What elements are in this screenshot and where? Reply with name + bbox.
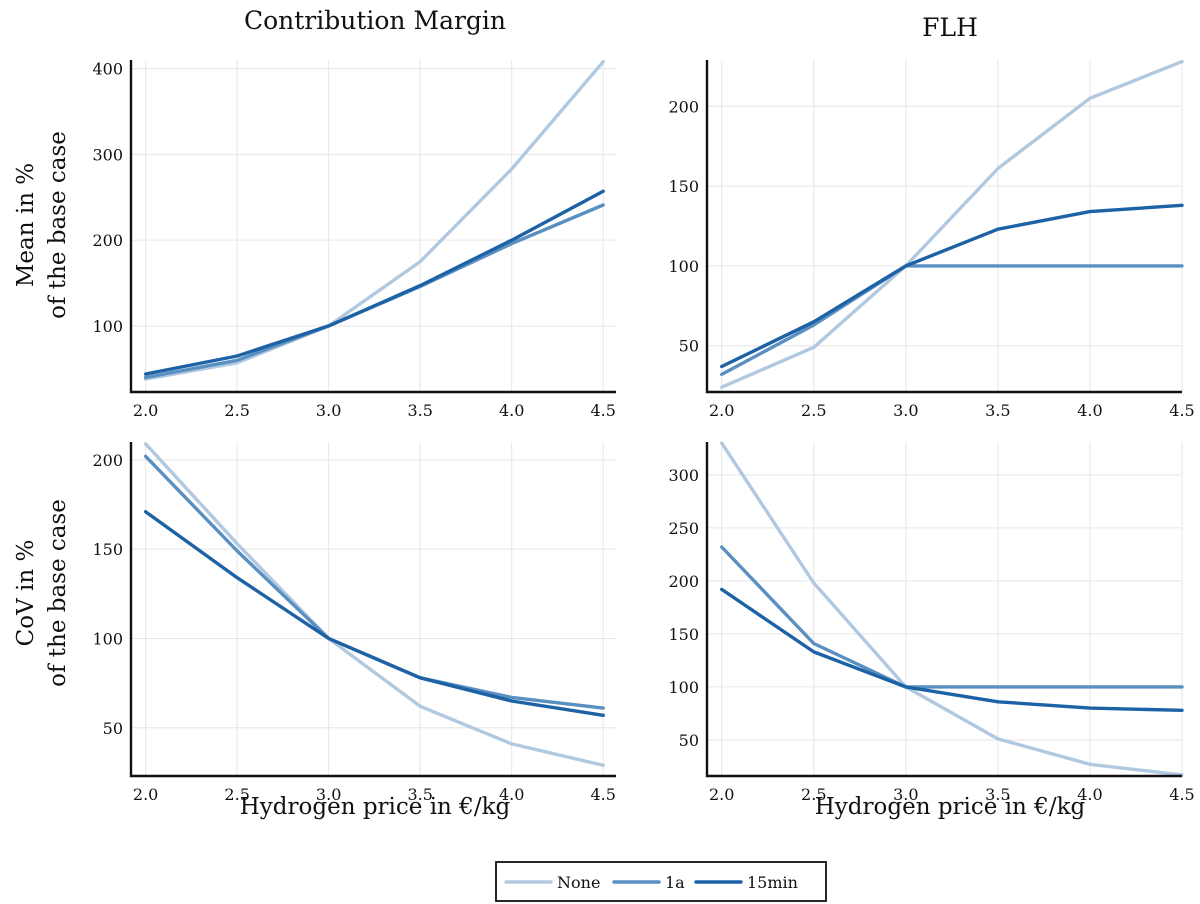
series-line-1a bbox=[720, 264, 1184, 377]
legend-label-none: None bbox=[557, 873, 600, 892]
x-tick-label: 3.0 bbox=[316, 401, 341, 420]
x-tick-label: 3.5 bbox=[407, 401, 432, 420]
y-tick-label: 100 bbox=[92, 317, 123, 336]
y-tick-label: 150 bbox=[668, 177, 699, 196]
y-tick-label: 200 bbox=[668, 97, 699, 116]
x-tick-label: 4.0 bbox=[499, 785, 524, 804]
x-axis-label-right: Hydrogen price in €/kg bbox=[815, 794, 1086, 820]
row-label-cov-line1: CoV in % bbox=[13, 540, 39, 647]
x-tick-label: 4.5 bbox=[590, 401, 615, 420]
y-tick-label: 200 bbox=[92, 451, 123, 470]
panel-mean-contribution-margin: 2.0 2.5 3.0 3.5 4.0 4.5 100 200 300 400 bbox=[92, 60, 616, 420]
column-title-flh: FLH bbox=[922, 13, 978, 42]
x-tick-label: 2.5 bbox=[801, 401, 826, 420]
x-tick-label: 4.5 bbox=[1169, 785, 1194, 804]
x-tick-label: 2.0 bbox=[133, 785, 158, 804]
y-tick-label: 150 bbox=[668, 625, 699, 644]
x-tick-label: 2.0 bbox=[133, 401, 158, 420]
x-tick-label: 2.0 bbox=[709, 785, 734, 804]
series-line-none bbox=[143, 60, 605, 381]
legend: None 1a 15min bbox=[495, 861, 827, 902]
y-tick-label: 300 bbox=[668, 466, 699, 485]
series-line-1a bbox=[720, 545, 1184, 689]
x-tick-label: 3.0 bbox=[893, 401, 918, 420]
y-tick-label: 100 bbox=[668, 257, 699, 276]
row-label-cov-line2: of the base case bbox=[45, 499, 71, 687]
x-tick-label: 3.5 bbox=[407, 785, 432, 804]
x-tick-label: 4.0 bbox=[499, 401, 524, 420]
y-tick-label: 200 bbox=[668, 572, 699, 591]
column-title-contribution-margin: Contribution Margin bbox=[244, 6, 506, 35]
x-tick-label: 3.5 bbox=[985, 401, 1010, 420]
y-tick-label: 50 bbox=[679, 337, 699, 356]
series-line-15min bbox=[143, 189, 605, 376]
y-tick-label: 50 bbox=[103, 719, 123, 738]
y-tick-label: 100 bbox=[92, 629, 123, 648]
series-line-15min bbox=[720, 587, 1184, 712]
series-line-15min bbox=[720, 203, 1184, 369]
x-tick-label: 4.0 bbox=[1077, 785, 1102, 804]
x-tick-label: 4.0 bbox=[1077, 401, 1102, 420]
x-tick-label: 4.5 bbox=[1169, 401, 1194, 420]
y-tick-label: 50 bbox=[679, 731, 699, 750]
y-tick-label: 400 bbox=[92, 60, 123, 79]
panel-cov-contribution-margin: 2.0 2.5 3.0 3.5 4.0 4.5 50 100 150 200 bbox=[92, 442, 616, 804]
series-line-none bbox=[143, 442, 605, 767]
y-tick-label: 100 bbox=[668, 678, 699, 697]
series-line-none bbox=[720, 441, 1184, 777]
x-tick-label: 2.5 bbox=[801, 785, 826, 804]
y-tick-label: 300 bbox=[92, 145, 123, 164]
x-tick-label: 2.5 bbox=[224, 401, 249, 420]
x-tick-label: 3.0 bbox=[893, 785, 918, 804]
panel-mean-flh: 2.0 2.5 3.0 3.5 4.0 4.5 50 100 150 200 bbox=[668, 59, 1195, 420]
legend-label-15min: 15min bbox=[747, 873, 798, 892]
x-axis-label-left: Hydrogen price in €/kg bbox=[240, 794, 511, 820]
row-label-mean: Mean in % of the base case bbox=[13, 131, 71, 319]
row-label-cov: CoV in % of the base case bbox=[13, 499, 71, 687]
series-line-15min bbox=[143, 510, 605, 717]
series-line-none bbox=[720, 59, 1184, 389]
x-tick-label: 3.5 bbox=[985, 785, 1010, 804]
x-tick-label: 4.5 bbox=[590, 785, 615, 804]
x-tick-label: 2.0 bbox=[709, 401, 734, 420]
series-line-1a bbox=[143, 203, 605, 380]
y-tick-label: 150 bbox=[92, 540, 123, 559]
x-tick-label: 2.5 bbox=[224, 785, 249, 804]
x-tick-label: 3.0 bbox=[316, 785, 341, 804]
legend-label-1a: 1a bbox=[665, 873, 685, 892]
row-label-mean-line2: of the base case bbox=[45, 131, 71, 319]
row-label-mean-line1: Mean in % bbox=[13, 163, 39, 287]
panel-cov-flh: 2.0 2.5 3.0 3.5 4.0 4.5 50 100 150 200 250 300 bbox=[668, 441, 1195, 804]
y-tick-label: 250 bbox=[668, 519, 699, 538]
y-tick-label: 200 bbox=[92, 231, 123, 250]
